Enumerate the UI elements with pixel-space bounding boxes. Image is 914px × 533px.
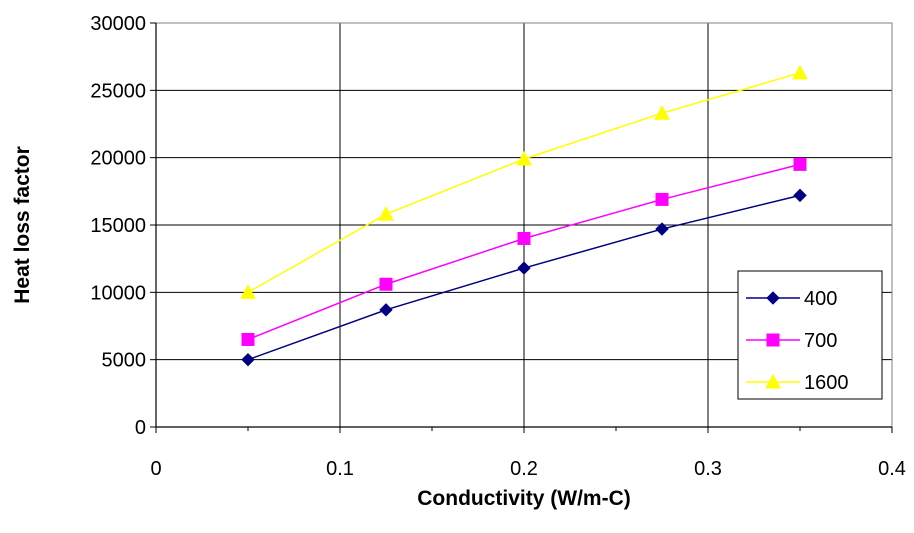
y-tick-label: 25000 xyxy=(90,80,146,102)
y-tick-label: 5000 xyxy=(102,350,147,372)
axes xyxy=(150,22,893,433)
data-point xyxy=(516,150,532,166)
x-axis-title: Conductivity (W/m-C) xyxy=(417,487,630,510)
y-axis-title: Heat loss factor xyxy=(11,146,34,304)
data-point xyxy=(379,303,393,317)
legend-item-400: 400 xyxy=(746,288,837,310)
legend-label: 400 xyxy=(804,288,837,310)
y-tick-label: 15000 xyxy=(90,215,146,237)
legend-label: 1600 xyxy=(804,372,849,394)
y-tick-label: 0 xyxy=(135,417,146,439)
data-point xyxy=(793,188,807,203)
x-tick-label: 0.4 xyxy=(878,458,906,480)
data-point xyxy=(379,277,393,291)
y-tick-label: 10000 xyxy=(90,282,146,304)
data-point xyxy=(241,332,255,346)
data-point xyxy=(655,222,669,236)
y-tick-label: 20000 xyxy=(90,148,146,170)
series-group xyxy=(240,64,808,367)
data-point xyxy=(240,284,256,299)
data-point xyxy=(793,157,807,171)
y-tick-label: 30000 xyxy=(90,13,146,35)
tick-labels: 0 5000 10000 15000 20000 25000 30000 0 0.1 0.2 0.3… xyxy=(90,13,906,480)
series-700 xyxy=(241,157,807,346)
x-tick-label: 0.3 xyxy=(694,458,722,480)
x-tick-label: 0 xyxy=(150,458,161,480)
legend-marker xyxy=(766,291,780,305)
data-point xyxy=(655,192,669,206)
x-tick-label: 0.2 xyxy=(510,458,538,480)
x-tick-label: 0.1 xyxy=(326,458,354,480)
legend-label: 700 xyxy=(804,330,837,352)
series-400 xyxy=(241,188,807,367)
legend-item-700: 700 xyxy=(746,330,837,352)
data-point xyxy=(378,206,394,221)
data-point xyxy=(792,64,808,80)
legend-item-1600: 1600 xyxy=(746,372,849,394)
legend: 400 700 1600 xyxy=(737,270,883,400)
data-point xyxy=(654,105,670,120)
data-point xyxy=(517,261,531,275)
series-1600 xyxy=(240,64,808,299)
data-point xyxy=(241,352,255,367)
legend-items: 400 700 1600 xyxy=(746,288,849,394)
data-point xyxy=(517,231,531,245)
legend-marker xyxy=(766,333,780,347)
legend-box xyxy=(737,270,883,400)
legend-marker xyxy=(765,373,781,389)
